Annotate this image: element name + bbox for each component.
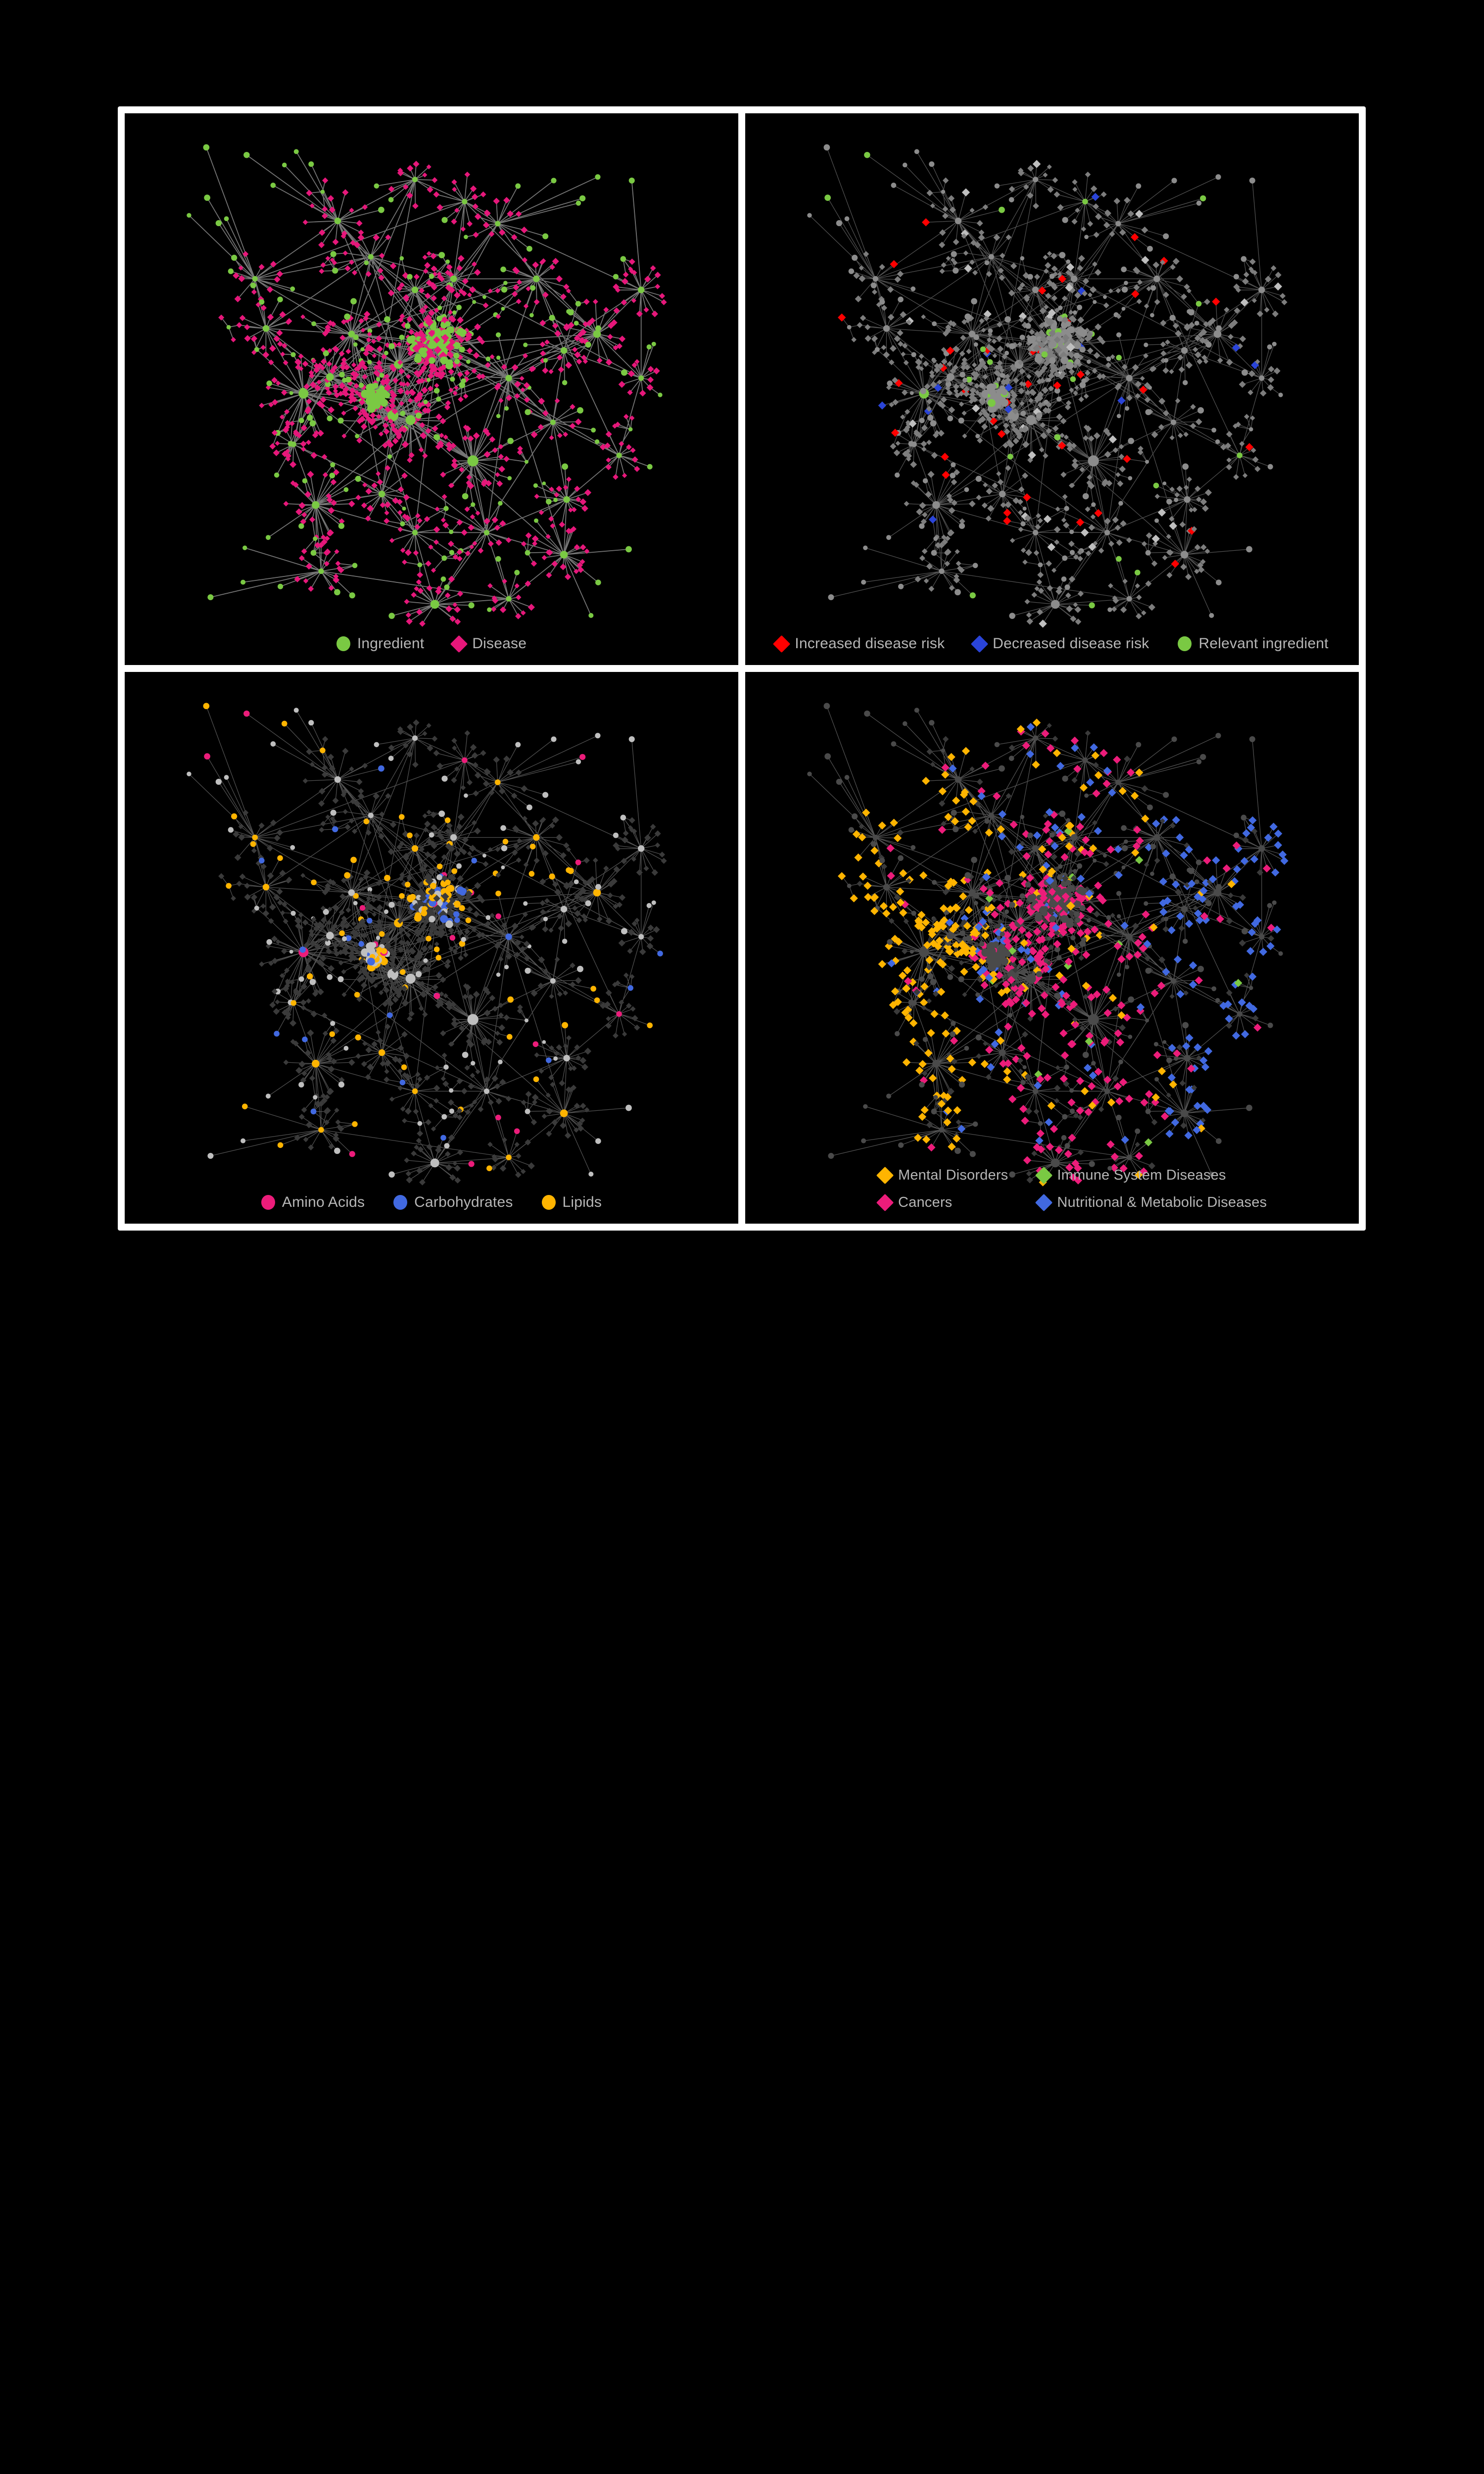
footer: Created by: EdgeLeap Powered by: [0,1236,1484,1339]
panel-disease-categories[interactable]: Mental Disorders Immune System Diseases … [745,672,1359,1224]
panel-disease-risk[interactable]: Increased disease risk Decreased disease… [745,113,1359,665]
network-canvas-panel4 [807,703,1289,1187]
panel-ingredient-disease[interactable]: Ingredient Disease [125,113,738,665]
figure-root: Ingredient Disease Increased disease ris… [0,106,1484,1339]
network-canvas-panel2 [807,144,1288,628]
panel-nutrient-classes[interactable]: Amino Acids Carbohydrates Lipids [125,672,738,1224]
panel-grid: Ingredient Disease Increased disease ris… [118,106,1366,1231]
network-canvas-panel3 [187,703,667,1186]
network-canvas-panel1 [187,144,667,627]
